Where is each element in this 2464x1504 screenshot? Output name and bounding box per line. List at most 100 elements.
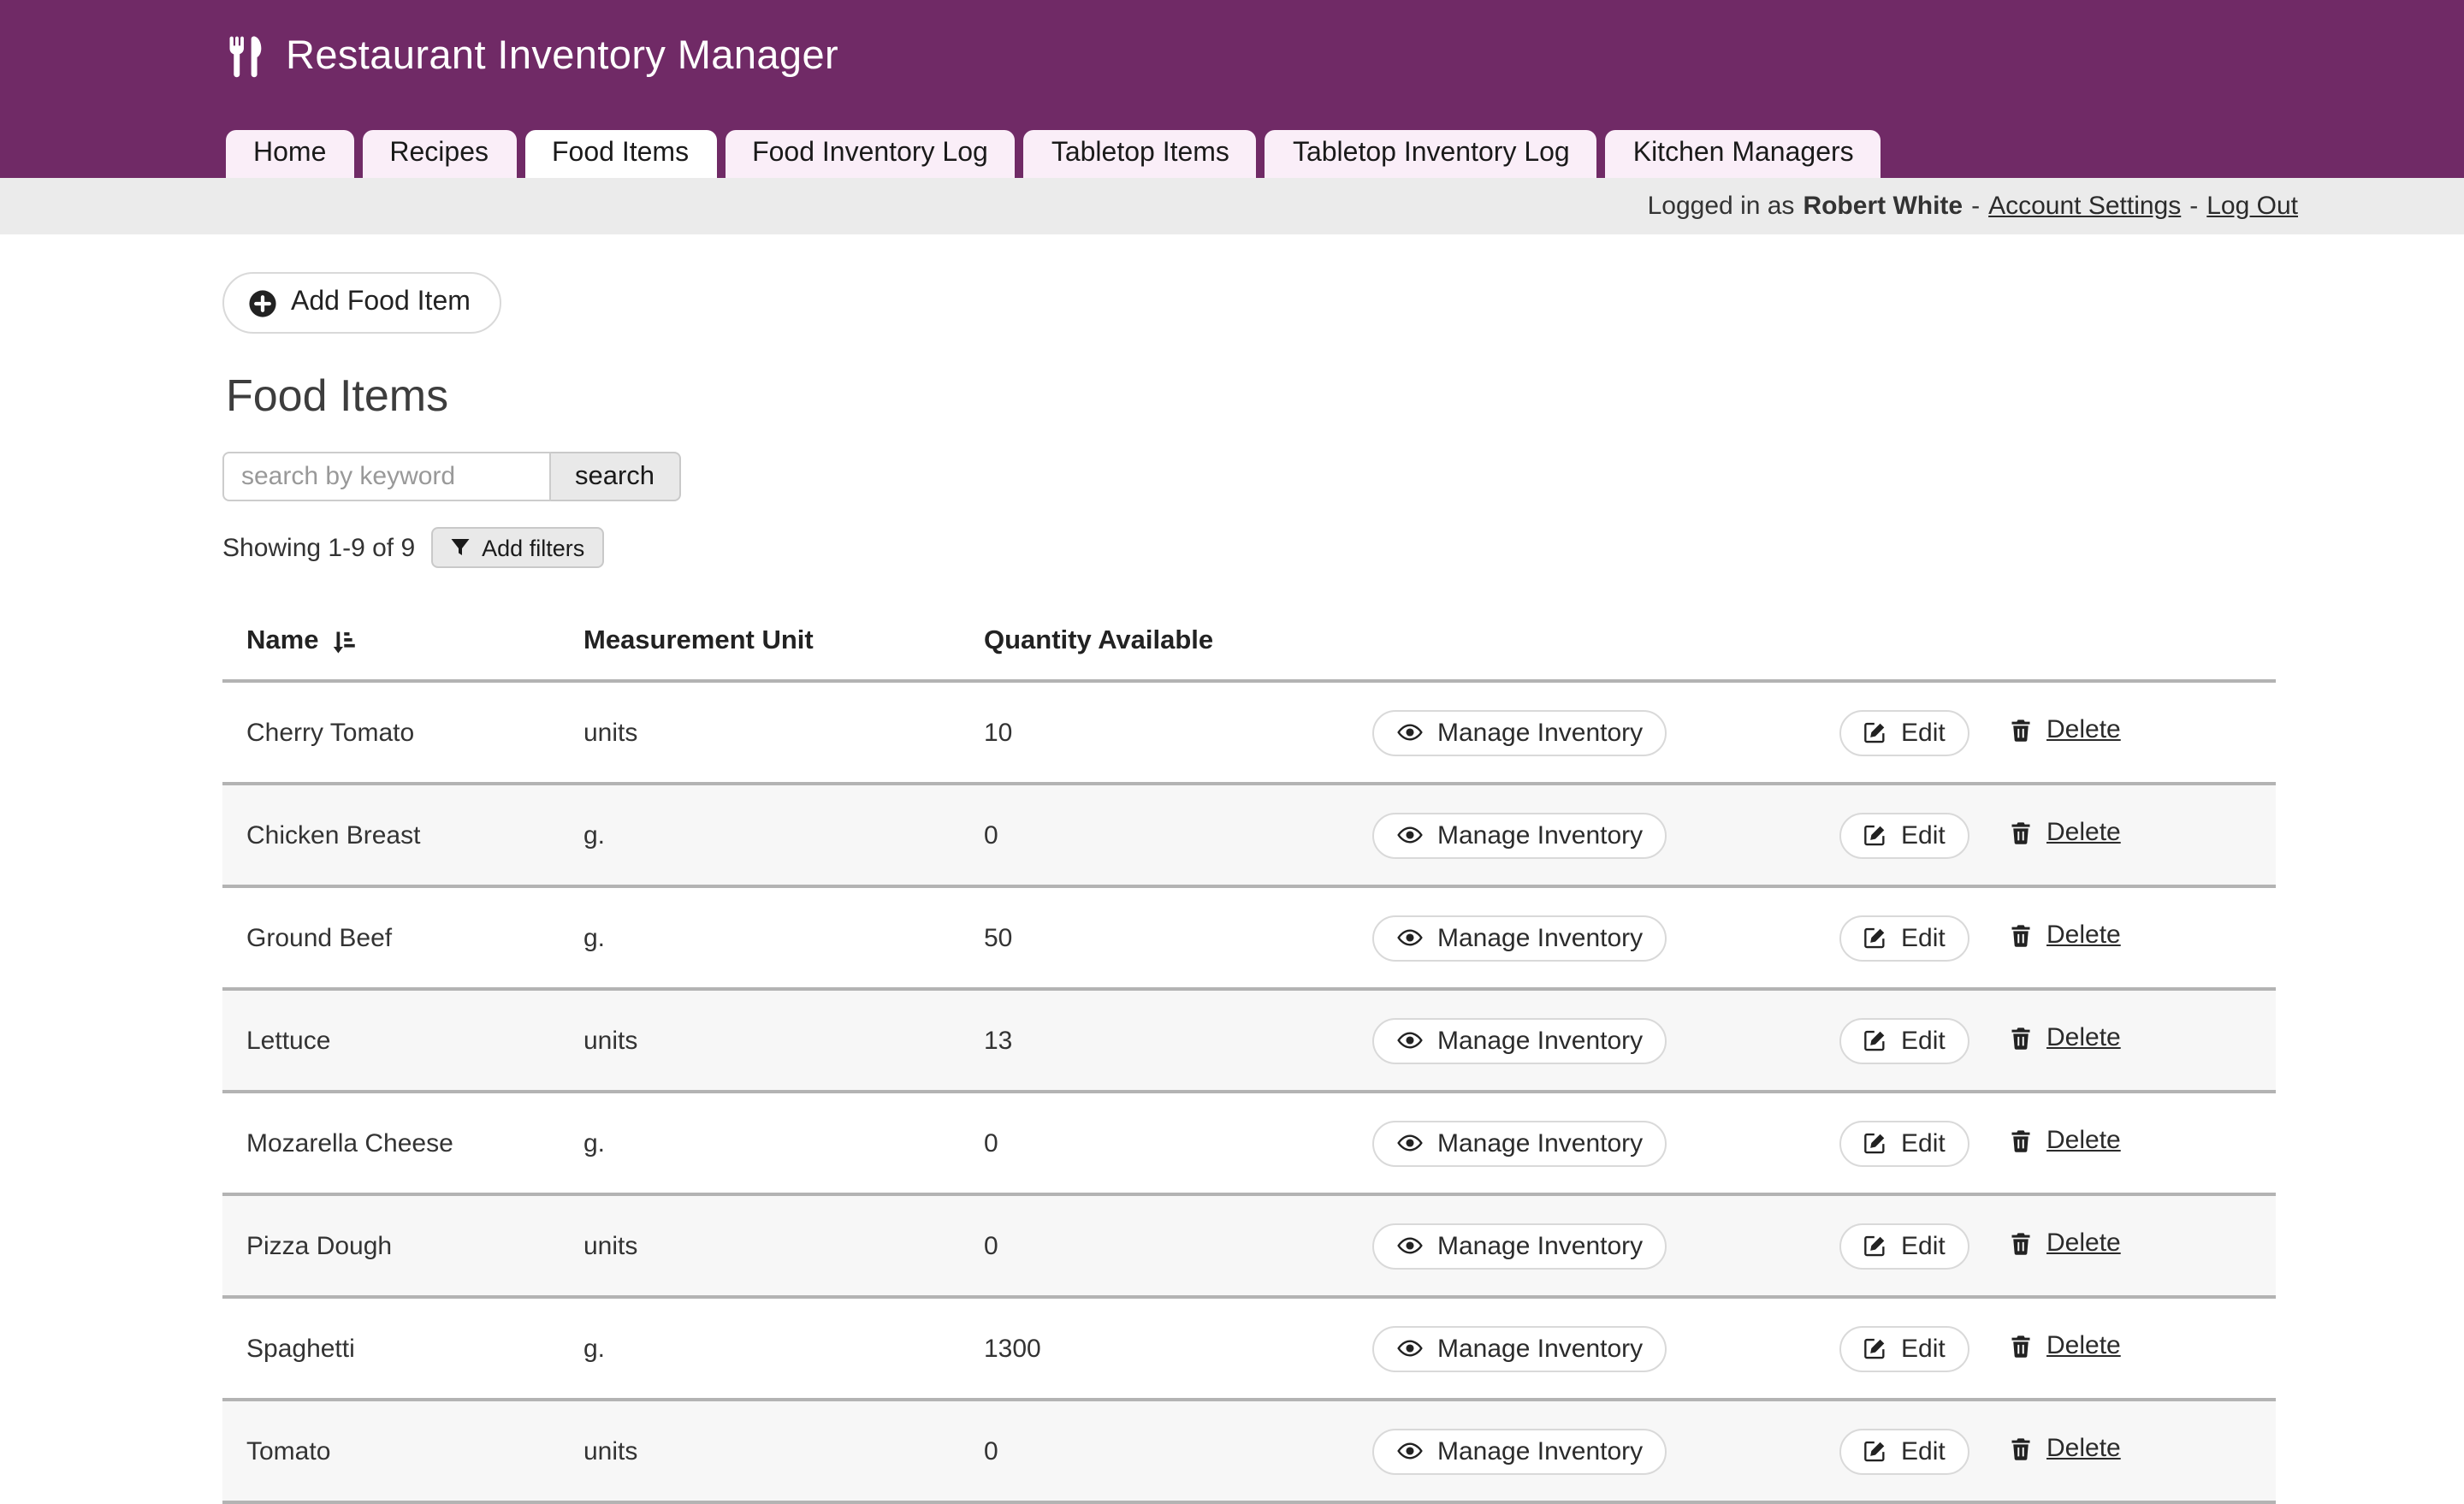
pencil-square-icon — [1863, 926, 1887, 950]
delete-link[interactable]: Delete — [2009, 1229, 2121, 1258]
edit-button[interactable]: Edit — [1839, 915, 1969, 961]
eye-icon — [1396, 1437, 1424, 1465]
table-row: Lettuce units 13 M — [222, 991, 2276, 1093]
delete-link[interactable]: Delete — [2009, 1023, 2121, 1052]
table-row: Tomato units 0 Man — [222, 1401, 2276, 1504]
nav-tab-label: Tabletop Inventory Log — [1292, 139, 1570, 168]
brand: Restaurant Inventory Manager — [224, 33, 838, 79]
pencil-square-icon — [1863, 1028, 1887, 1052]
delete-label: Delete — [2046, 1126, 2121, 1155]
nav-tab-label: Kitchen Managers — [1632, 139, 1854, 168]
manage-inventory-button[interactable]: Manage Inventory — [1372, 1120, 1667, 1166]
delete-link[interactable]: Delete — [2009, 715, 2121, 744]
delete-link[interactable]: Delete — [2009, 1331, 2121, 1360]
pencil-square-icon — [1863, 1234, 1887, 1258]
delete-label: Delete — [2046, 715, 2121, 744]
sort-amount-icon — [330, 629, 356, 654]
cell-quantity: 0 — [984, 1231, 998, 1260]
results-row: Showing 1-9 of 9 Add filters — [222, 527, 2464, 568]
log-out-link[interactable]: Log Out — [2206, 192, 2298, 221]
add-filters-button[interactable]: Add filters — [430, 527, 604, 568]
nav-tab-label: Tabletop Items — [1051, 139, 1229, 168]
delete-label: Delete — [2046, 921, 2121, 950]
delete-label: Delete — [2046, 1023, 2121, 1052]
nav-tab[interactable]: Tabletop Inventory Log — [1265, 130, 1597, 178]
delete-label: Delete — [2046, 1434, 2121, 1463]
edit-label: Edit — [1901, 923, 1946, 952]
add-food-item-label: Add Food Item — [291, 287, 471, 317]
eye-icon — [1396, 719, 1424, 746]
cell-quantity: 0 — [984, 1436, 998, 1466]
edit-button[interactable]: Edit — [1839, 1017, 1969, 1063]
delete-link[interactable]: Delete — [2009, 818, 2121, 847]
delete-link[interactable]: Delete — [2009, 921, 2121, 950]
cell-quantity: 50 — [984, 923, 1013, 952]
search-input[interactable] — [222, 452, 551, 501]
column-header-name[interactable]: Name — [222, 626, 560, 657]
manage-inventory-label: Manage Inventory — [1437, 1128, 1644, 1158]
edit-label: Edit — [1901, 1128, 1946, 1158]
page-title: Food Items — [226, 370, 449, 421]
cell-measurement-unit: g. — [583, 1334, 606, 1363]
nav-tab[interactable]: Recipes — [362, 130, 516, 178]
edit-label: Edit — [1901, 1334, 1946, 1363]
edit-label: Edit — [1901, 1026, 1946, 1055]
cell-measurement-unit: g. — [583, 820, 606, 850]
edit-button[interactable]: Edit — [1839, 709, 1969, 755]
trash-icon — [2009, 1436, 2033, 1461]
eye-icon — [1396, 924, 1424, 951]
edit-button[interactable]: Edit — [1839, 1120, 1969, 1166]
edit-button[interactable]: Edit — [1839, 1428, 1969, 1474]
edit-button[interactable]: Edit — [1839, 1223, 1969, 1269]
pencil-square-icon — [1863, 1336, 1887, 1360]
search-button[interactable]: search — [551, 452, 681, 501]
manage-inventory-button[interactable]: Manage Inventory — [1372, 1428, 1667, 1474]
separator-dash: - — [2189, 192, 2199, 221]
delete-link[interactable]: Delete — [2009, 1126, 2121, 1155]
plus-circle-icon — [248, 288, 277, 317]
table-header-row: Name Measurement Unit Quantity Avail — [222, 604, 2276, 683]
eye-icon — [1396, 1232, 1424, 1259]
pencil-square-icon — [1863, 1439, 1887, 1463]
delete-label: Delete — [2046, 1331, 2121, 1360]
cell-measurement-unit: units — [583, 718, 638, 747]
main-nav: Home Recipes Food Items Food Inventory L… — [226, 130, 1881, 178]
table-body: Cherry Tomato units 10 — [222, 683, 2276, 1504]
manage-inventory-button[interactable]: Manage Inventory — [1372, 812, 1667, 858]
app-header: Restaurant Inventory Manager Home Recipe… — [0, 0, 2464, 178]
nav-tab-label: Recipes — [389, 139, 489, 168]
manage-inventory-label: Manage Inventory — [1437, 1436, 1644, 1466]
nav-tab[interactable]: Food Inventory Log — [725, 130, 1016, 178]
edit-button[interactable]: Edit — [1839, 1325, 1969, 1371]
add-food-item-button[interactable]: Add Food Item — [222, 272, 501, 334]
table-row: Mozarella Cheese g. 0 — [222, 1093, 2276, 1196]
logged-in-username: Robert White — [1803, 192, 1964, 221]
cell-name: Spaghetti — [246, 1334, 355, 1363]
separator-dash: - — [1971, 192, 1981, 221]
column-header-measurement-unit: Measurement Unit — [583, 626, 814, 655]
manage-inventory-button[interactable]: Manage Inventory — [1372, 1325, 1667, 1371]
manage-inventory-button[interactable]: Manage Inventory — [1372, 1223, 1667, 1269]
nav-tab[interactable]: Kitchen Managers — [1605, 130, 1881, 178]
table-row: Pizza Dough units 0 — [222, 1196, 2276, 1299]
manage-inventory-button[interactable]: Manage Inventory — [1372, 915, 1667, 961]
cell-measurement-unit: g. — [583, 923, 606, 952]
nav-tab[interactable]: Food Items — [524, 130, 717, 178]
cell-quantity: 1300 — [984, 1334, 1041, 1363]
add-filters-label: Add filters — [482, 535, 585, 560]
account-settings-link[interactable]: Account Settings — [1988, 192, 2182, 221]
pencil-square-icon — [1863, 1131, 1887, 1155]
nav-tab[interactable]: Tabletop Items — [1023, 130, 1257, 178]
trash-icon — [2009, 717, 2033, 743]
utensils-icon — [224, 33, 269, 78]
table-row: Spaghetti g. 1300 — [222, 1299, 2276, 1401]
manage-inventory-button[interactable]: Manage Inventory — [1372, 709, 1667, 755]
manage-inventory-button[interactable]: Manage Inventory — [1372, 1017, 1667, 1063]
edit-button[interactable]: Edit — [1839, 812, 1969, 858]
cell-quantity: 13 — [984, 1026, 1013, 1055]
edit-label: Edit — [1901, 1436, 1946, 1466]
search-bar: search — [222, 452, 2464, 501]
delete-link[interactable]: Delete — [2009, 1434, 2121, 1463]
nav-tab[interactable]: Home — [226, 130, 354, 178]
